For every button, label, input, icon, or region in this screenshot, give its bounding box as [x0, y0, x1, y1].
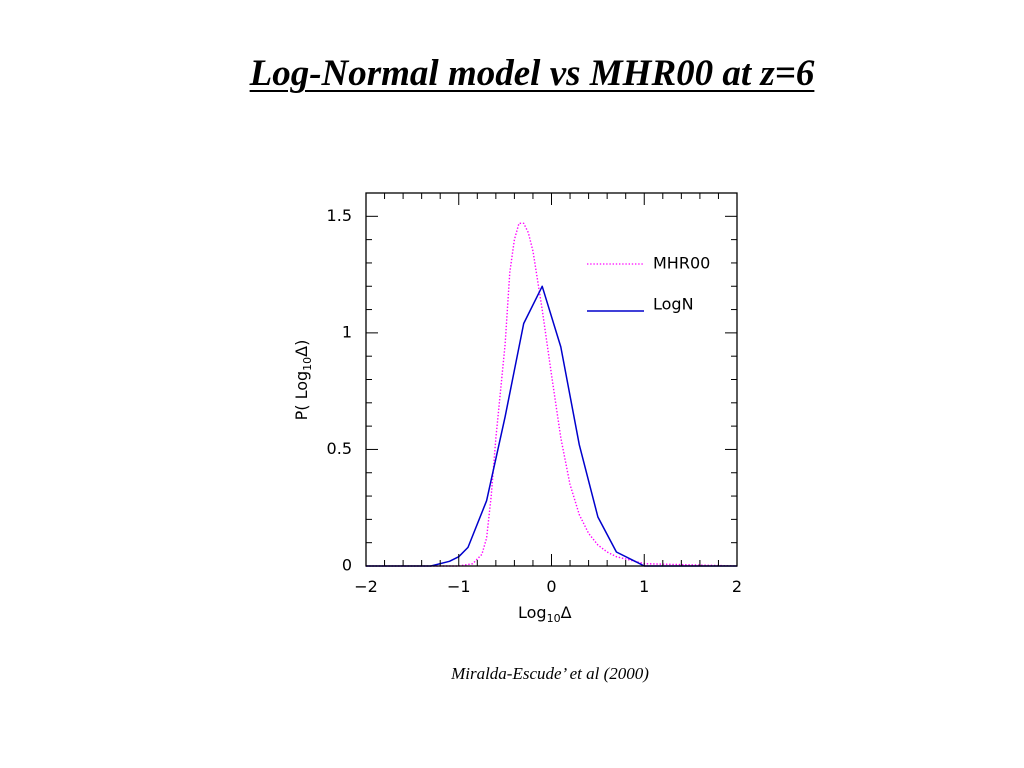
plot-frame — [365, 192, 738, 567]
slide-title: Log-Normal model vs MHR00 at z=6 — [249, 53, 815, 94]
legend: MHR00 LogN — [587, 254, 710, 314]
series-line-logn — [366, 285, 737, 567]
legend-label-logn: LogN — [653, 295, 694, 314]
x-tick-label: −2 — [354, 577, 378, 596]
x-tick-label: 1 — [639, 577, 649, 596]
axis-ticks: −2 −1 0 1 2 0 0.5 1 1.5 — [327, 192, 742, 596]
x-tick-label: 2 — [732, 577, 742, 596]
y-axis-label-prefix: P( Log — [292, 371, 311, 421]
y-tick-label: 0.5 — [327, 439, 352, 458]
x-axis-label-symbol: Δ — [561, 603, 572, 622]
x-axis-label: Log10Δ — [518, 603, 572, 625]
y-tick-label: 0 — [342, 556, 352, 575]
x-tick-label: −1 — [447, 577, 471, 596]
y-tick-label: 1 — [342, 322, 352, 341]
x-axis-label-subscript: 10 — [547, 612, 561, 625]
x-axis-label-main: Log — [518, 603, 547, 622]
citation: Miralda-Escude’ et al (2000) — [451, 664, 649, 683]
plot-area — [366, 222, 738, 567]
x-tick-label: 0 — [546, 577, 556, 596]
y-axis-label-subscript: 10 — [301, 357, 314, 371]
y-axis-label-suffix: Δ) — [292, 340, 311, 357]
series-line-mhr00 — [366, 222, 738, 567]
legend-label-mhr00: MHR00 — [653, 254, 710, 273]
y-tick-label: 1.5 — [327, 206, 352, 225]
y-axis-label: P( Log10Δ) — [292, 340, 314, 421]
